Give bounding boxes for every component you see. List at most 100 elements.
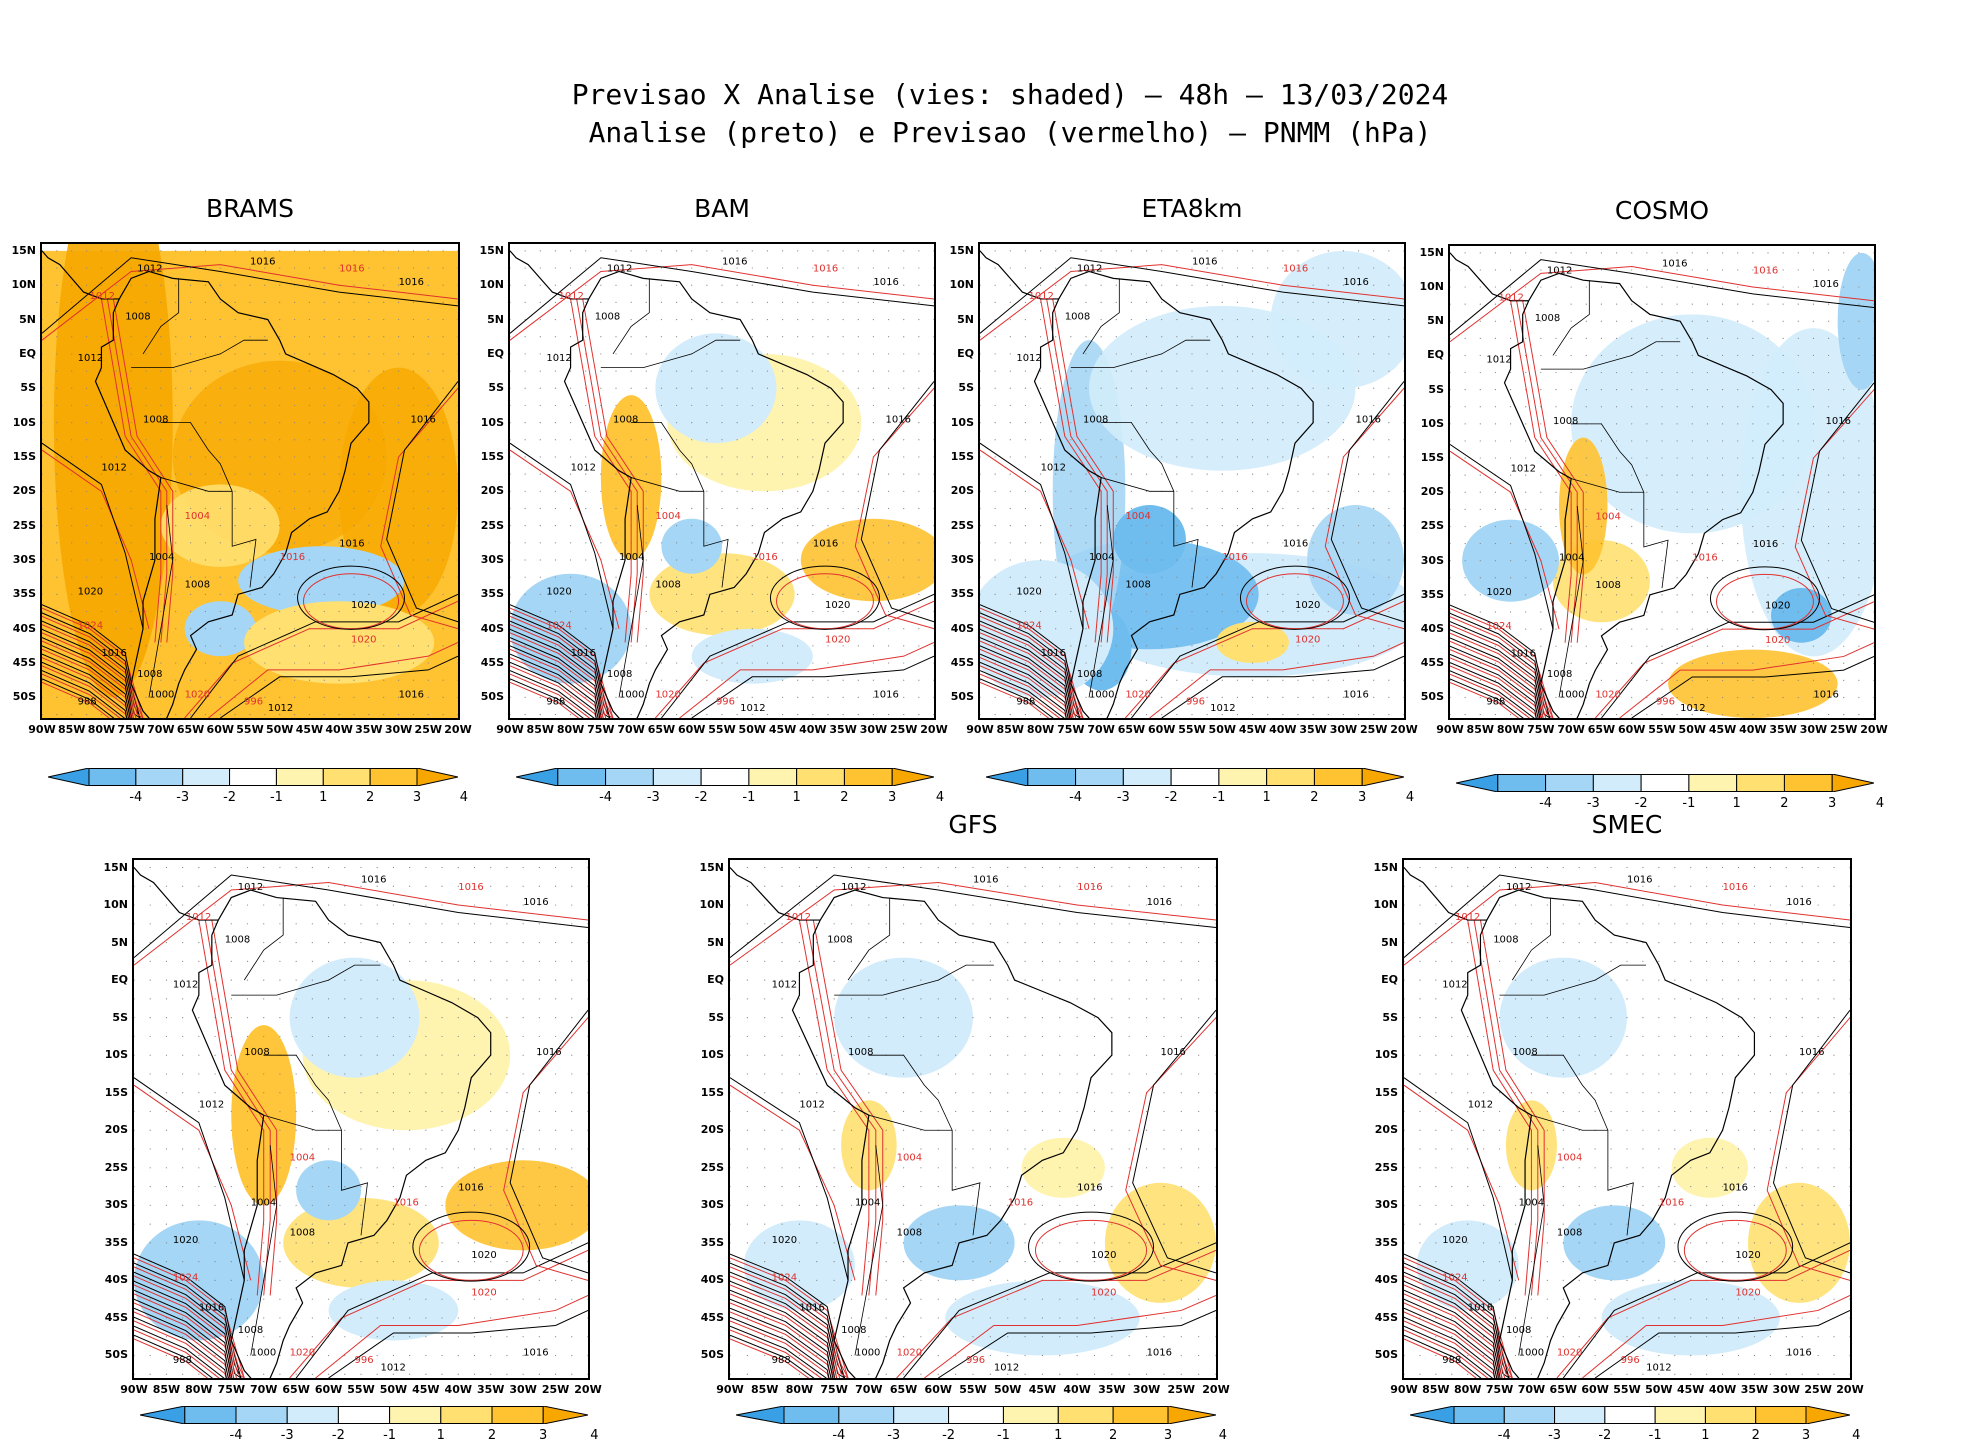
lon-tick-label: 20W	[570, 1383, 606, 1396]
analysis-contour-label: 1012	[1506, 882, 1531, 893]
lat-tick-label: 20S	[692, 1123, 724, 1136]
colorbar-swatch	[1498, 775, 1546, 792]
lat-tick-label: 5S	[96, 1011, 128, 1024]
analysis-contour-label: 1016	[973, 875, 998, 886]
colorbar-swatch	[323, 769, 370, 786]
lat-tick-label: 5N	[472, 313, 504, 326]
analysis-contour-label: 1008	[125, 312, 150, 323]
analysis-contour-label: 1016	[873, 689, 898, 700]
colorbar-arrow-high	[1168, 1406, 1216, 1424]
lon-tick-label: 90W	[712, 1383, 748, 1396]
colorbar-tick-label: 3	[413, 790, 421, 805]
lon-tick-label: 65W	[1545, 1383, 1581, 1396]
analysis-contour-label: 1016	[1511, 648, 1536, 659]
lat-tick-label: 20S	[96, 1123, 128, 1136]
lon-tick-label: 45W	[1024, 1383, 1060, 1396]
colorbar-swatch	[1058, 1407, 1113, 1424]
colorbar-swatch	[1028, 769, 1076, 786]
colorbar-swatch	[894, 1407, 949, 1424]
lat-tick-label: 35S	[1412, 588, 1444, 601]
analysis-contour-label: 1016	[1799, 1047, 1824, 1058]
lat-tick-label: 30S	[472, 553, 504, 566]
analysis-contour-label: 1016	[1813, 689, 1838, 700]
colorbar-swatch	[653, 769, 701, 786]
analysis-contour-label: 1016	[1786, 897, 1811, 908]
forecast-contour-label: 1020	[1295, 634, 1320, 645]
colorbar-tick-label: -1	[270, 790, 283, 805]
forecast-contour-label: 1004	[290, 1152, 315, 1163]
lat-tick-label: 15S	[1366, 1086, 1398, 1099]
forecast-contour-label: 1024	[1442, 1272, 1467, 1283]
analysis-contour-label: 1016	[1627, 875, 1652, 886]
analysis-contour-label: 1004	[855, 1197, 880, 1208]
lon-tick-label: 35W	[1736, 1383, 1772, 1396]
colorbar-swatch	[1454, 1407, 1504, 1424]
analysis-contour-label: 1016	[1283, 538, 1308, 549]
lat-tick-label: EQ	[692, 973, 724, 986]
colorbar-arrow-high	[417, 768, 458, 786]
lat-tick-label: 50S	[472, 690, 504, 703]
lon-tick-label: 85W	[148, 1383, 184, 1396]
analysis-contour-label: 1012	[78, 353, 103, 364]
bias-shade	[1307, 505, 1404, 615]
lon-tick-label: 25W	[1800, 1383, 1836, 1396]
map-canvas: 1012101610161016101210081012100810121004…	[730, 860, 1216, 1378]
forecast-contour-label: 1020	[1557, 1347, 1582, 1358]
lat-tick-label: 30S	[942, 553, 974, 566]
forecast-contour-label: 996	[966, 1355, 985, 1366]
analysis-contour-label: 1012	[137, 263, 162, 274]
colorbar-swatch	[1219, 769, 1267, 786]
analysis-contour-label: 1012	[1041, 463, 1066, 474]
colorbar-swatch	[839, 1407, 894, 1424]
map-canvas: 1012101610161016101210081012100810121004…	[42, 244, 458, 718]
lat-tick-label: 45S	[692, 1311, 724, 1324]
colorbar-arrow-low	[986, 768, 1028, 786]
colorbar-arrow-high	[1832, 774, 1874, 792]
lat-tick-label: 10S	[692, 1048, 724, 1061]
lon-tick-label: 30W	[1129, 1383, 1165, 1396]
analysis-contour-label: 988	[1016, 696, 1035, 707]
lon-tick-label: 70W	[246, 1383, 282, 1396]
forecast-contour-label: 996	[244, 696, 263, 707]
analysis-contour-label: 1016	[1723, 1182, 1748, 1193]
forecast-contour-label: 1016	[1008, 1197, 1033, 1208]
analysis-contour-label: 1008	[848, 1047, 873, 1058]
lon-tick-label: 45W	[408, 1383, 444, 1396]
colorbar-swatch	[338, 1407, 389, 1424]
analysis-contour-label: 1016	[199, 1302, 224, 1313]
colorbar-arrow-low	[48, 768, 89, 786]
lat-tick-label: 5N	[692, 936, 724, 949]
lat-tick-label: 15S	[472, 450, 504, 463]
forecast-contour-label: 1024	[78, 621, 103, 632]
lon-tick-label: 90W	[116, 1383, 152, 1396]
lat-tick-label: 40S	[4, 622, 36, 635]
lat-tick-label: 30S	[1366, 1198, 1398, 1211]
forecast-contour-label: 1020	[825, 634, 850, 645]
lon-tick-label: 20W	[440, 723, 476, 736]
lon-tick-label: 55W	[955, 1383, 991, 1396]
figure-title-line-1: Previsao X Analise (vies: shaded) – 48h …	[0, 76, 1964, 114]
lat-tick-label: 15S	[4, 450, 36, 463]
analysis-contour-label: 1008	[897, 1227, 922, 1238]
analysis-contour-label: 1012	[799, 1100, 824, 1111]
colorbar-swatch	[136, 769, 183, 786]
lat-tick-label: 40S	[942, 622, 974, 635]
analysis-contour-label: 1004	[1089, 552, 1114, 563]
forecast-contour-label: 1024	[772, 1272, 797, 1283]
lat-tick-label: EQ	[4, 347, 36, 360]
bias-shade	[290, 958, 420, 1078]
analysis-contour-label: 1012	[740, 703, 765, 714]
colorbar-tick-label: 3	[1358, 790, 1366, 805]
lat-tick-label: 35S	[96, 1236, 128, 1249]
analysis-contour-label: 1016	[813, 538, 838, 549]
colorbar-swatch	[606, 769, 654, 786]
colorbar-tick-label: -1	[1682, 796, 1695, 811]
lat-tick-label: 5N	[942, 313, 974, 326]
lat-tick-label: 20S	[1366, 1123, 1398, 1136]
panel-title-brams: BRAMS	[40, 194, 460, 223]
lat-tick-label: 35S	[942, 587, 974, 600]
